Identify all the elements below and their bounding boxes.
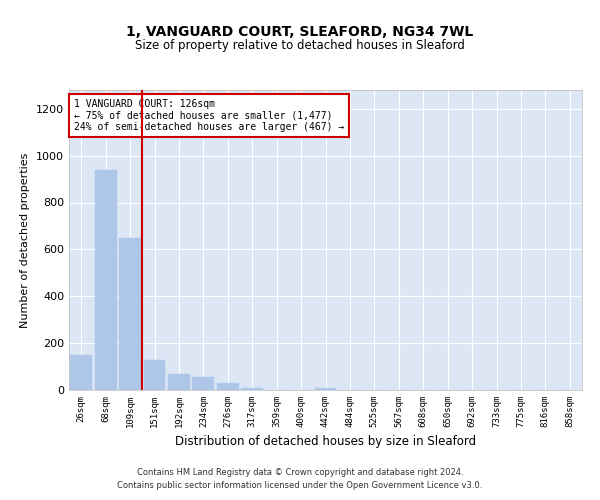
- Text: 1, VANGUARD COURT, SLEAFORD, NG34 7WL: 1, VANGUARD COURT, SLEAFORD, NG34 7WL: [127, 26, 473, 40]
- Text: 1 VANGUARD COURT: 126sqm
← 75% of detached houses are smaller (1,477)
24% of sem: 1 VANGUARD COURT: 126sqm ← 75% of detach…: [74, 99, 344, 132]
- Bar: [119, 238, 141, 390]
- Bar: [168, 374, 190, 390]
- Y-axis label: Number of detached properties: Number of detached properties: [20, 152, 31, 328]
- Bar: [143, 360, 166, 390]
- X-axis label: Distribution of detached houses by size in Sleaford: Distribution of detached houses by size …: [175, 436, 476, 448]
- Bar: [217, 383, 239, 390]
- Text: Contains HM Land Registry data © Crown copyright and database right 2024.: Contains HM Land Registry data © Crown c…: [137, 468, 463, 477]
- Text: Size of property relative to detached houses in Sleaford: Size of property relative to detached ho…: [135, 40, 465, 52]
- Bar: [314, 388, 337, 390]
- Bar: [241, 388, 263, 390]
- Bar: [193, 377, 214, 390]
- Text: Contains public sector information licensed under the Open Government Licence v3: Contains public sector information licen…: [118, 480, 482, 490]
- Bar: [95, 170, 116, 390]
- Bar: [70, 355, 92, 390]
